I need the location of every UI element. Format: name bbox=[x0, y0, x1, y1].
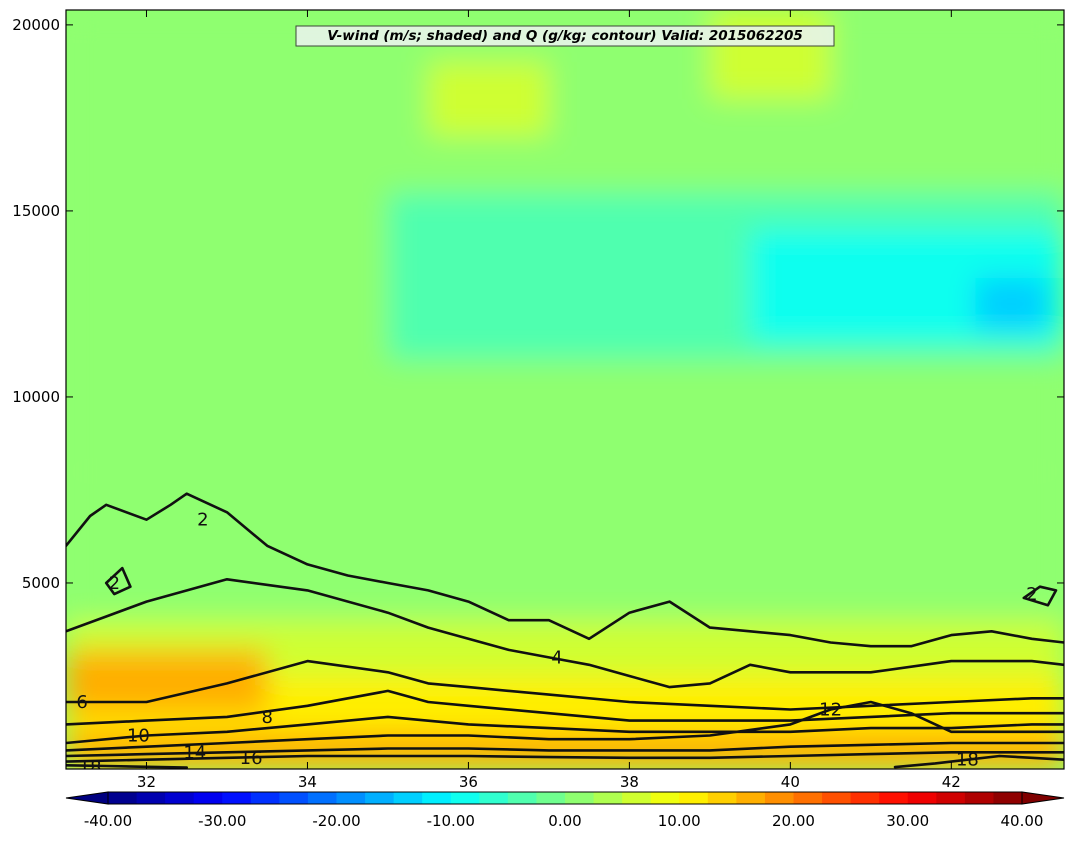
x-axis: 32 34 36 38 40 42 bbox=[137, 10, 961, 791]
colorbar-segment bbox=[907, 792, 937, 804]
chart-title: V-wind (m/s; shaded) and Q (g/kg; contou… bbox=[327, 28, 803, 44]
y-tick-label: 15000 bbox=[12, 202, 60, 220]
contour-line-q2 bbox=[1022, 585, 1058, 607]
shaded-region bbox=[428, 62, 549, 137]
y-tick-label: 20000 bbox=[12, 16, 60, 34]
contour-label: 18 bbox=[956, 750, 979, 771]
colorbar-segment bbox=[793, 792, 823, 804]
contour-line-q2 bbox=[66, 492, 1064, 648]
y-axis: 5000 10000 15000 20000 bbox=[12, 16, 1064, 592]
colorbar-segment bbox=[279, 792, 309, 804]
contour-line-q10 bbox=[66, 715, 1064, 745]
colorbar-tick-label: -10.00 bbox=[427, 812, 475, 830]
shaded-region bbox=[66, 471, 1064, 621]
colorbar-segment bbox=[993, 792, 1023, 804]
y-tick-label: 5000 bbox=[22, 574, 60, 592]
colorbar-tick-label: -40.00 bbox=[84, 812, 132, 830]
colorbar-segment bbox=[336, 792, 366, 804]
plot-frame bbox=[65, 9, 1065, 770]
colorbar-segment bbox=[422, 792, 452, 804]
colorbar-segment bbox=[850, 792, 880, 804]
shaded-field bbox=[66, 10, 1064, 769]
colorbar: -40.00 -30.00 -20.00 -10.00 0.00 10.00 20.00 30… bbox=[65, 791, 1065, 830]
colorbar-segment bbox=[565, 792, 595, 804]
contour-label: 14 bbox=[183, 742, 206, 763]
colorbar-tick-label: -30.00 bbox=[198, 812, 246, 830]
colorbar-segment bbox=[622, 792, 652, 804]
colorbar-extend-high bbox=[1021, 791, 1065, 805]
contour-label: 12 bbox=[819, 699, 842, 720]
chart-title-box: V-wind (m/s; shaded) and Q (g/kg; contou… bbox=[295, 25, 835, 47]
contour-label: 2 bbox=[197, 510, 208, 531]
colorbar-segment bbox=[193, 792, 223, 804]
colorbar-segment bbox=[250, 792, 280, 804]
axes-border bbox=[65, 9, 1065, 770]
colorbar-segment bbox=[707, 792, 737, 804]
contour-label: 18 bbox=[79, 757, 102, 778]
contour-line-q2 bbox=[104, 566, 132, 596]
colorbar-segment bbox=[365, 792, 395, 804]
shaded-region bbox=[387, 229, 590, 323]
y-tick-label: 10000 bbox=[12, 388, 60, 406]
contour-line-q18 bbox=[893, 754, 1064, 769]
shaded-region bbox=[975, 277, 1048, 330]
colorbar-segment bbox=[593, 792, 623, 804]
colorbar-tick-label: 30.00 bbox=[886, 812, 929, 830]
colorbar-segment bbox=[936, 792, 966, 804]
colorbar-tick-label: 40.00 bbox=[1001, 812, 1044, 830]
colorbar-border bbox=[107, 791, 1023, 805]
colorbar-tick-label: 20.00 bbox=[772, 812, 815, 830]
colorbar-segment bbox=[307, 792, 337, 804]
contour-label: 6 bbox=[76, 692, 87, 713]
colorbar-segment bbox=[108, 792, 138, 804]
contour-label: 2 bbox=[1026, 584, 1037, 605]
contour-line-q18 bbox=[66, 764, 188, 769]
contour-label: 16 bbox=[240, 748, 263, 769]
colorbar-segment bbox=[764, 792, 794, 804]
x-tick-label: 36 bbox=[459, 773, 478, 791]
contour-line-q16 bbox=[66, 751, 1064, 763]
contour-labels: 2 2 2 4 6 8 10 12 14 16 18 18 bbox=[76, 510, 1037, 778]
chart-title-background bbox=[295, 25, 835, 47]
contour-line-q4 bbox=[66, 578, 1064, 689]
colorbar-segment bbox=[650, 792, 680, 804]
contour-label: 2 bbox=[109, 573, 120, 594]
colorbar-tick-label: 10.00 bbox=[658, 812, 701, 830]
contour-line-q12 bbox=[66, 700, 1064, 752]
contour-line-q6 bbox=[66, 659, 1064, 711]
colorbar-segment bbox=[879, 792, 909, 804]
x-tick-label: 32 bbox=[137, 773, 156, 791]
x-tick-label: 38 bbox=[620, 773, 639, 791]
colorbar-tick-label: -20.00 bbox=[312, 812, 360, 830]
colorbar-segment bbox=[822, 792, 852, 804]
colorbar-segment bbox=[964, 792, 994, 804]
contour-lines bbox=[66, 492, 1064, 769]
contour-label: 4 bbox=[551, 647, 562, 668]
x-tick-label: 40 bbox=[781, 773, 800, 791]
contour-line-q8 bbox=[66, 689, 1064, 726]
x-tick-label: 34 bbox=[298, 773, 317, 791]
contour-label: 10 bbox=[127, 726, 150, 747]
shaded-field-blur bbox=[66, 10, 1064, 769]
contour-label: 8 bbox=[261, 707, 272, 728]
colorbar-segment bbox=[679, 792, 709, 804]
colorbar-segment bbox=[736, 792, 766, 804]
colorbar-segment bbox=[536, 792, 566, 804]
colorbar-tick-label: 0.00 bbox=[548, 812, 581, 830]
colorbar-segment bbox=[393, 792, 423, 804]
colorbar-segment bbox=[479, 792, 509, 804]
colorbar-segment bbox=[136, 792, 166, 804]
colorbar-segment bbox=[450, 792, 480, 804]
colorbar-segment bbox=[507, 792, 537, 804]
shaded-region bbox=[709, 10, 831, 100]
contour-line-q14 bbox=[66, 741, 1064, 758]
colorbar-extend-low bbox=[65, 791, 109, 805]
x-tick-label: 42 bbox=[942, 773, 961, 791]
colorbar-segment bbox=[222, 792, 252, 804]
colorbar-segment bbox=[165, 792, 195, 804]
